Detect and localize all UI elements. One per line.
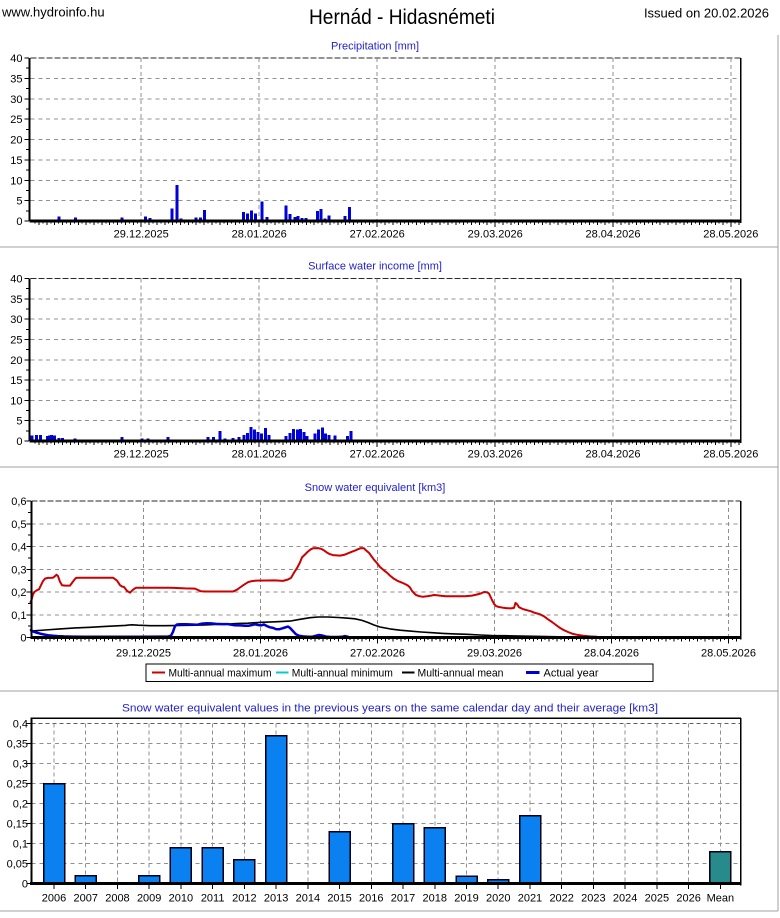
svg-text:2010: 2010 [169,893,193,905]
svg-text:20: 20 [10,355,22,367]
svg-text:0,1: 0,1 [11,610,26,622]
svg-text:25: 25 [10,334,22,346]
svg-text:Surface water income [mm]: Surface water income [mm] [308,261,442,273]
svg-text:40: 40 [10,53,22,65]
svg-text:28.04.2026: 28.04.2026 [584,648,639,660]
svg-text:0,4: 0,4 [11,542,26,554]
svg-text:2021: 2021 [518,893,542,905]
svg-text:27.02.2026: 27.02.2026 [350,648,405,660]
svg-text:0: 0 [16,436,22,448]
svg-text:2009: 2009 [137,893,161,905]
svg-text:29.12.2025: 29.12.2025 [116,648,171,660]
svg-text:2007: 2007 [73,893,97,905]
svg-text:28.04.2026: 28.04.2026 [585,229,640,241]
svg-text:www.hydroinfo.hu: www.hydroinfo.hu [1,5,105,20]
svg-text:Snow water equivalent [km3]: Snow water equivalent [km3] [305,482,446,494]
svg-text:2019: 2019 [454,893,478,905]
svg-text:28.01.2026: 28.01.2026 [232,229,287,241]
svg-text:35: 35 [10,73,22,85]
svg-text:Precipitation [mm]: Precipitation [mm] [331,41,419,53]
svg-text:2014: 2014 [296,893,320,905]
svg-text:0,25: 0,25 [7,779,28,791]
svg-text:28.01.2026: 28.01.2026 [232,449,287,461]
svg-text:2017: 2017 [391,893,415,905]
svg-text:0,5: 0,5 [11,519,26,531]
svg-text:0,6: 0,6 [11,496,26,508]
svg-text:29.12.2025: 29.12.2025 [114,229,169,241]
svg-text:0,3: 0,3 [11,564,26,576]
svg-text:28.05.2026: 28.05.2026 [703,229,758,241]
svg-text:0: 0 [20,633,26,645]
svg-text:0,05: 0,05 [7,859,28,871]
svg-text:0,35: 0,35 [7,739,28,751]
svg-text:Mean: Mean [707,893,735,905]
svg-text:29.03.2026: 29.03.2026 [467,648,522,660]
svg-text:Snow water equivalent values i: Snow water equivalent values in the prev… [122,703,658,715]
svg-text:2013: 2013 [264,893,288,905]
svg-text:27.02.2026: 27.02.2026 [350,449,405,461]
svg-text:2011: 2011 [201,893,225,905]
svg-text:15: 15 [10,375,22,387]
svg-text:2022: 2022 [549,893,573,905]
svg-text:30: 30 [10,314,22,326]
svg-text:27.02.2026: 27.02.2026 [350,229,405,241]
svg-text:Hernád - Hidasnémeti: Hernád - Hidasnémeti [309,6,495,29]
svg-text:29.03.2026: 29.03.2026 [468,229,523,241]
svg-text:0,2: 0,2 [11,587,26,599]
svg-text:Multi-annual mean: Multi-annual mean [418,668,504,680]
svg-text:40: 40 [10,274,22,286]
svg-text:25: 25 [10,114,22,126]
svg-text:28.04.2026: 28.04.2026 [585,449,640,461]
svg-text:2020: 2020 [486,893,510,905]
svg-text:0,2: 0,2 [13,799,28,811]
svg-text:0,1: 0,1 [13,839,28,851]
svg-text:28.05.2026: 28.05.2026 [703,449,758,461]
svg-text:Issued on 20.02.2026: Issued on 20.02.2026 [644,6,769,21]
svg-text:0: 0 [22,879,28,891]
svg-text:0,3: 0,3 [13,759,28,771]
svg-text:Actual year: Actual year [544,668,599,680]
svg-text:2008: 2008 [105,893,129,905]
svg-text:2023: 2023 [581,893,605,905]
svg-text:20: 20 [10,135,22,147]
svg-text:5: 5 [16,416,22,428]
svg-text:29.12.2025: 29.12.2025 [114,449,169,461]
svg-text:10: 10 [10,395,22,407]
svg-text:30: 30 [10,94,22,106]
svg-text:5: 5 [16,196,22,208]
svg-text:2016: 2016 [359,893,383,905]
svg-text:0,15: 0,15 [7,819,28,831]
svg-text:Multi-annual minimum: Multi-annual minimum [292,668,393,680]
svg-text:28.01.2026: 28.01.2026 [233,648,288,660]
svg-text:35: 35 [10,294,22,306]
svg-text:28.05.2026: 28.05.2026 [701,648,756,660]
svg-text:29.03.2026: 29.03.2026 [468,449,523,461]
svg-text:2012: 2012 [232,893,256,905]
svg-text:2006: 2006 [42,893,66,905]
svg-text:2018: 2018 [423,893,447,905]
svg-text:15: 15 [10,155,22,167]
svg-text:10: 10 [10,175,22,187]
svg-text:2024: 2024 [613,893,637,905]
svg-text:Multi-annual maximum: Multi-annual maximum [169,668,272,680]
svg-text:2026: 2026 [676,893,700,905]
svg-text:0: 0 [16,216,22,228]
svg-text:2025: 2025 [645,893,669,905]
svg-text:2015: 2015 [327,893,351,905]
svg-text:0,4: 0,4 [13,719,28,731]
